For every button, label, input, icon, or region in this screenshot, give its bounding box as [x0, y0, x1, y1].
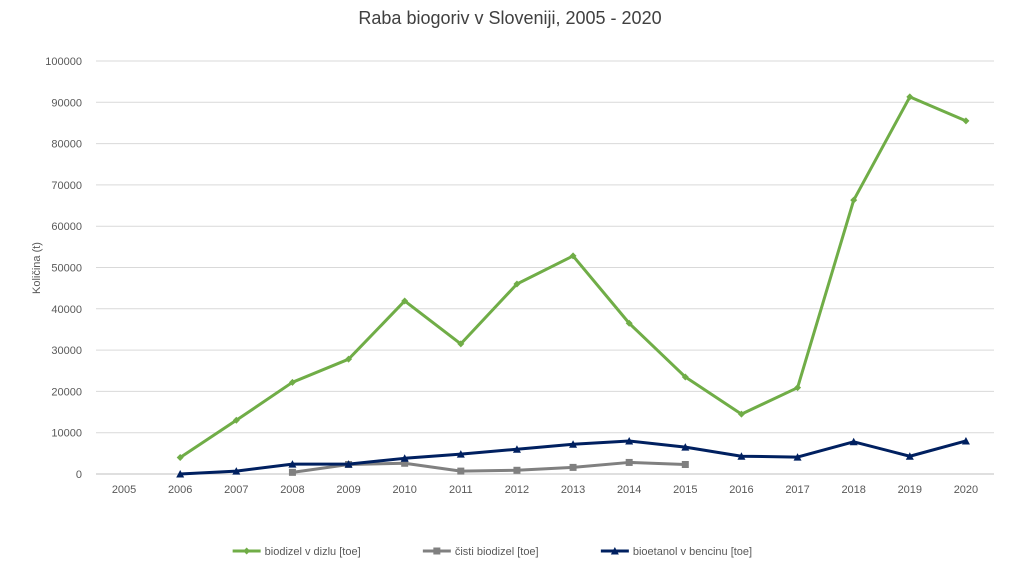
- data-point: [625, 458, 633, 466]
- y-tick-label: 10000: [51, 428, 82, 440]
- x-tick-label: 2009: [336, 484, 360, 496]
- data-point: [513, 466, 521, 474]
- data-point: [288, 378, 296, 386]
- y-tick-label: 0: [76, 469, 82, 481]
- data-point: [737, 410, 745, 418]
- data-point: [288, 468, 296, 476]
- x-tick-label: 2011: [449, 484, 473, 496]
- data-point: [794, 384, 802, 392]
- x-tick-label: 2019: [898, 484, 922, 496]
- x-tick-label: 2015: [673, 484, 697, 496]
- data-point: [737, 452, 746, 460]
- data-point: [400, 454, 409, 462]
- data-point: [849, 437, 858, 446]
- legend: biodizel v dizlu [toe] čisti biodizel [to…: [232, 546, 752, 558]
- series-line: [179, 95, 967, 459]
- x-tick-label: 2006: [168, 484, 192, 496]
- series-3: [176, 436, 970, 478]
- y-tick-label: 40000: [51, 304, 82, 316]
- legend-label: čisti biodizel [toe]: [455, 546, 539, 558]
- data-point: [456, 450, 465, 458]
- y-tick-labels: 0 10000 20000 30000 40000 50000 60000 70000 8000…: [45, 56, 82, 481]
- data-point: [793, 453, 802, 461]
- data-point: [401, 459, 409, 467]
- legend-item: čisti biodizel [toe]: [422, 546, 539, 558]
- data-point: [176, 470, 185, 478]
- data-point: [232, 416, 240, 424]
- data-point: [344, 460, 353, 468]
- chart-title: Raba biogoriv v Sloveniji, 2005 - 2020: [358, 8, 661, 28]
- legend-item: bioetanol v bencinu [toe]: [600, 546, 752, 558]
- x-tick-label: 2016: [729, 484, 753, 496]
- data-point: [569, 252, 577, 260]
- data-point: [961, 436, 970, 445]
- data-point: [905, 452, 914, 460]
- y-tick-label: 50000: [51, 263, 82, 275]
- data-point: [681, 443, 690, 451]
- x-tick-label: 2007: [224, 484, 248, 496]
- x-tick-label: 2018: [841, 484, 865, 496]
- x-tick-label: 2020: [954, 484, 978, 496]
- y-axis-title: Količina (t): [31, 242, 43, 294]
- y-tick-label: 80000: [51, 139, 82, 151]
- y-tick-label: 100000: [45, 56, 82, 68]
- data-point: [288, 460, 297, 468]
- data-point: [906, 93, 914, 101]
- data-point: [681, 373, 689, 381]
- y-tick-label: 70000: [51, 180, 82, 192]
- data-point: [610, 547, 619, 555]
- data-point: [569, 463, 577, 471]
- data-point: [681, 461, 689, 469]
- legend-label: bioetanol v bencinu [toe]: [633, 546, 752, 558]
- x-tick-label: 2005: [112, 484, 136, 496]
- data-point: [433, 547, 441, 555]
- x-tick-label: 2013: [561, 484, 585, 496]
- data-point: [232, 467, 241, 475]
- data-point: [513, 280, 521, 288]
- x-tick-label: 2008: [280, 484, 304, 496]
- x-tick-label: 2012: [505, 484, 529, 496]
- data-point: [512, 445, 521, 453]
- gridlines: [96, 60, 994, 475]
- series-group: [176, 93, 970, 478]
- x-tick-label: 2017: [785, 484, 809, 496]
- series-1: [176, 93, 970, 461]
- data-point: [401, 297, 409, 305]
- data-point: [850, 196, 858, 204]
- x-tick-label: 2010: [392, 484, 416, 496]
- y-tick-label: 30000: [51, 345, 82, 357]
- data-point: [625, 436, 634, 445]
- x-tick-labels: 2005 2006 2007 2008 2009 2010 2011 2012 2013 2014…: [112, 484, 978, 496]
- data-point: [625, 319, 633, 327]
- x-tick-label: 2014: [617, 484, 641, 496]
- y-tick-label: 60000: [51, 221, 82, 233]
- data-point: [457, 340, 465, 348]
- y-tick-label: 90000: [51, 97, 82, 109]
- y-tick-label: 20000: [51, 386, 82, 398]
- data-point: [569, 440, 578, 448]
- legend-item: biodizel v dizlu [toe]: [232, 546, 361, 558]
- data-point: [345, 355, 353, 363]
- legend-label: biodizel v dizlu [toe]: [265, 546, 361, 558]
- data-point: [176, 453, 184, 461]
- data-point: [457, 467, 465, 475]
- data-point: [243, 547, 251, 555]
- data-point: [962, 117, 970, 125]
